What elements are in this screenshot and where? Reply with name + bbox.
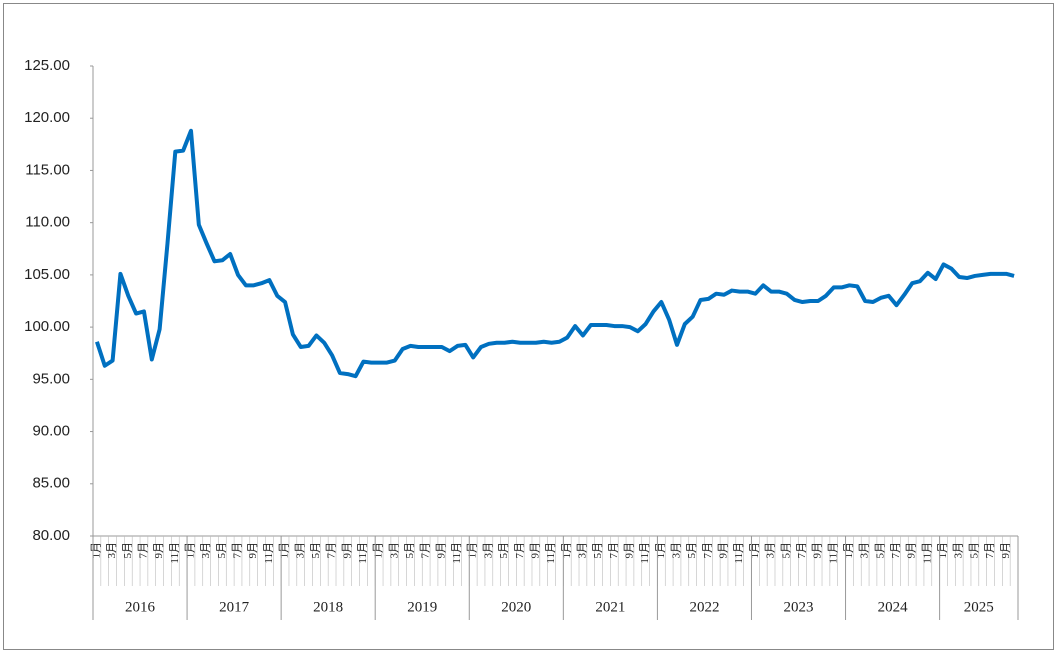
x-tick-label: 3月 — [859, 542, 871, 559]
x-tick-label: 3月 — [765, 542, 777, 559]
x-tick-label: 5月 — [874, 542, 886, 559]
x-tick-label: 7月 — [890, 542, 902, 559]
x-tick-label: 9月 — [529, 542, 541, 559]
y-tick-label: 90.00 — [32, 423, 70, 440]
year-label: 2023 — [784, 599, 814, 615]
x-tick-label: 3月 — [671, 542, 683, 559]
x-tick-label: 3月 — [576, 542, 588, 559]
x-tick-label: 11月 — [827, 542, 839, 564]
x-tick-label: 7月 — [326, 542, 338, 559]
x-tick-label: 9月 — [624, 542, 636, 559]
x-tick-label: 9月 — [341, 542, 353, 559]
y-tick-label: 80.00 — [32, 527, 70, 544]
year-label: 2020 — [501, 599, 531, 615]
x-tick-label: 3月 — [953, 542, 965, 559]
x-tick-label: 5月 — [686, 542, 698, 559]
x-tick-label: 7月 — [608, 542, 620, 559]
x-tick-label: 7月 — [232, 542, 244, 559]
x-tick-label: 11月 — [545, 542, 557, 564]
y-tick-label: 100.00 — [24, 318, 70, 335]
x-tick-label: 7月 — [137, 542, 149, 559]
chart-border — [3, 3, 1054, 650]
year-label: 2016 — [125, 599, 156, 615]
x-tick-label: 5月 — [780, 542, 792, 559]
x-tick-label: 11月 — [263, 542, 275, 564]
x-tick-label: 9月 — [435, 542, 447, 559]
y-tick-label: 120.00 — [24, 109, 70, 126]
x-tick-label: 11月 — [169, 542, 181, 564]
y-tick-label: 105.00 — [24, 266, 70, 283]
year-label: 2019 — [407, 599, 437, 615]
year-label: 2025 — [964, 599, 994, 615]
y-tick-label: 85.00 — [32, 475, 70, 492]
year-label: 2018 — [313, 599, 343, 615]
y-tick-label: 115.00 — [25, 161, 70, 178]
data-line — [95, 128, 1015, 379]
x-tick-label: 11月 — [921, 542, 933, 564]
x-tick-label: 5月 — [404, 542, 416, 559]
x-tick-label: 3月 — [388, 542, 400, 559]
x-tick-label: 11月 — [639, 542, 651, 564]
x-tick-label: 5月 — [498, 542, 510, 559]
x-tick-label: 9月 — [718, 542, 730, 559]
x-tick-label: 7月 — [514, 542, 526, 559]
y-tick-label: 125.00 — [24, 57, 70, 74]
x-tick-label: 9月 — [153, 542, 165, 559]
x-tick-label: 7月 — [796, 542, 808, 559]
x-tick-label: 7月 — [420, 542, 432, 559]
x-tick-label: 11月 — [451, 542, 463, 564]
x-tick-label: 5月 — [310, 542, 322, 559]
year-label: 2021 — [595, 599, 625, 615]
x-tick-label: 9月 — [906, 542, 918, 559]
x-tick-label: 5月 — [216, 542, 228, 559]
x-tick-label: 9月 — [812, 542, 824, 559]
x-tick-label: 7月 — [984, 542, 996, 559]
x-tick-label: 9月 — [247, 542, 259, 559]
year-label: 2022 — [689, 599, 719, 615]
x-tick-label: 11月 — [733, 542, 745, 564]
x-tick-label: 9月 — [1000, 542, 1012, 559]
y-tick-label: 110.00 — [25, 214, 70, 231]
x-tick-label: 3月 — [200, 542, 212, 559]
year-label: 2024 — [878, 599, 909, 615]
x-tick-label: 3月 — [106, 542, 118, 559]
x-tick-label: 3月 — [482, 542, 494, 559]
year-label: 2017 — [219, 599, 250, 615]
x-tick-label: 5月 — [968, 542, 980, 559]
x-tick-label: 7月 — [702, 542, 714, 559]
y-tick-label: 95.00 — [32, 370, 70, 387]
x-tick-label: 3月 — [294, 542, 306, 559]
x-tick-label: 5月 — [592, 542, 604, 559]
x-tick-label: 5月 — [122, 542, 134, 559]
x-tick-label: 11月 — [357, 542, 369, 564]
